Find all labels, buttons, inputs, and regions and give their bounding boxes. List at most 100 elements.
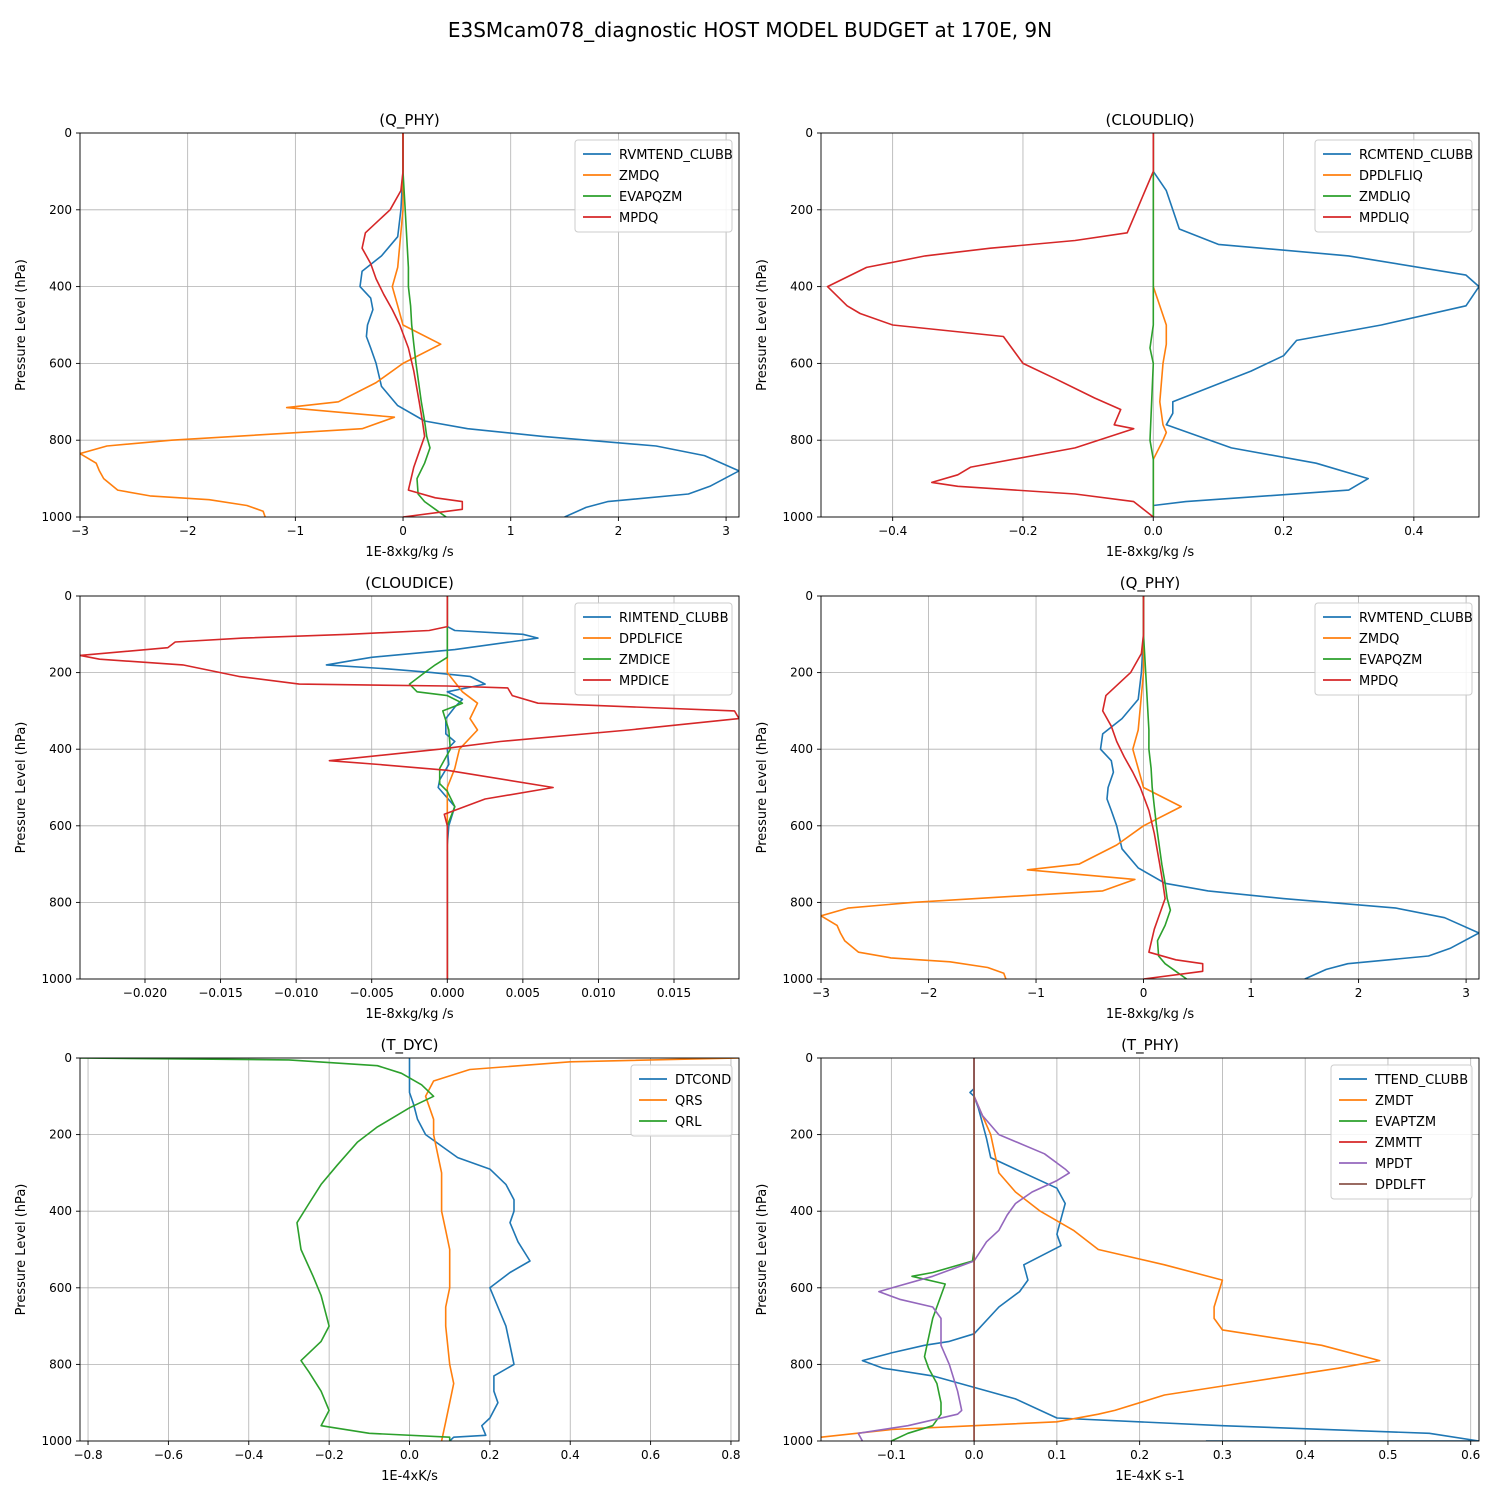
y-axis-label: Pressure Level (hPa) bbox=[755, 722, 770, 854]
legend: DTCOND QRS QRL bbox=[631, 1065, 732, 1136]
y-tick-label: 800 bbox=[49, 1357, 72, 1371]
y-tick-label: 400 bbox=[49, 742, 72, 756]
y-tick-label: 200 bbox=[790, 203, 813, 217]
legend-entry: QRL bbox=[675, 1115, 702, 1130]
y-tick-label: 800 bbox=[49, 895, 72, 909]
legend-entry: ZMMTT bbox=[1375, 1136, 1422, 1151]
x-tick-label: 0.4 bbox=[1404, 524, 1423, 538]
x-tick-label: 0.0 bbox=[1144, 524, 1163, 538]
y-tick-label: 0 bbox=[64, 126, 72, 140]
y-tick-label: 600 bbox=[790, 356, 813, 370]
y-tick-label: 600 bbox=[790, 1281, 813, 1295]
legend-entry: MPDQ bbox=[1359, 674, 1398, 689]
x-tick-label: 0.5 bbox=[1378, 1448, 1397, 1462]
y-tick-label: 600 bbox=[790, 819, 813, 833]
legend: TTEND_CLUBBZMDTEVAPTZMZMMTTMPDTDPDLFT bbox=[1331, 1065, 1472, 1199]
y-tick-label: 400 bbox=[790, 280, 813, 294]
x-tick-label: 1 bbox=[507, 524, 515, 538]
x-tick-label: 0.000 bbox=[430, 986, 464, 1000]
x-axis-label: 1E-4xK/s bbox=[381, 1469, 438, 1484]
y-tick-label: 1000 bbox=[41, 972, 72, 986]
x-tick-label: 0.4 bbox=[561, 1448, 580, 1462]
legend-entry: EVAPQZM bbox=[1359, 653, 1422, 668]
x-tick-label: −0.6 bbox=[154, 1448, 183, 1462]
x-tick-label: 0.6 bbox=[1461, 1448, 1480, 1462]
figure-title: E3SMcam078_diagnostic HOST MODEL BUDGET … bbox=[448, 18, 1052, 42]
y-tick-label: 600 bbox=[49, 819, 72, 833]
x-tick-label: −1 bbox=[1027, 986, 1045, 1000]
x-axis-label: 1E-8xkg/kg /s bbox=[365, 1007, 454, 1022]
figure-background bbox=[0, 0, 1500, 1500]
legend-entry: DTCOND bbox=[675, 1073, 731, 1088]
x-tick-label: −1 bbox=[287, 524, 305, 538]
y-tick-label: 1000 bbox=[782, 1434, 813, 1448]
y-tick-label: 800 bbox=[790, 1357, 813, 1371]
legend-entry: MPDLIQ bbox=[1359, 211, 1409, 226]
legend-entry: DPDLFT bbox=[1375, 1178, 1425, 1193]
x-tick-label: 0.4 bbox=[1296, 1448, 1315, 1462]
x-tick-label: 0.8 bbox=[721, 1448, 740, 1462]
y-axis-label: Pressure Level (hPa) bbox=[14, 1184, 29, 1316]
x-tick-label: −0.4 bbox=[234, 1448, 263, 1462]
x-tick-label: −0.8 bbox=[73, 1448, 102, 1462]
x-tick-label: −2 bbox=[179, 524, 197, 538]
x-tick-label: 2 bbox=[615, 524, 623, 538]
y-tick-label: 1000 bbox=[41, 510, 72, 524]
legend: RVMTEND_CLUBB ZMDQ EVAPQZM MPDQ bbox=[575, 140, 733, 232]
y-tick-label: 0 bbox=[805, 589, 813, 603]
x-tick-label: 0 bbox=[1140, 986, 1148, 1000]
legend-entry: ZMDQ bbox=[619, 169, 659, 184]
y-tick-label: 200 bbox=[790, 1128, 813, 1142]
y-tick-label: 800 bbox=[49, 433, 72, 447]
legend-entry: DPDLFICE bbox=[619, 632, 683, 647]
x-tick-label: −0.015 bbox=[198, 986, 242, 1000]
x-tick-label: 3 bbox=[722, 524, 730, 538]
x-tick-label: 0.0 bbox=[965, 1448, 984, 1462]
x-tick-label: −3 bbox=[812, 986, 830, 1000]
y-tick-label: 400 bbox=[49, 1204, 72, 1218]
x-tick-label: 0.1 bbox=[1047, 1448, 1066, 1462]
legend-entry: ZMDQ bbox=[1359, 632, 1399, 647]
panel-title: (T_PHY) bbox=[1121, 1036, 1179, 1055]
panel-title: (T_DYC) bbox=[381, 1036, 439, 1055]
legend-entry: QRS bbox=[675, 1094, 703, 1109]
legend-entry: RIMTEND_CLUBB bbox=[619, 611, 729, 626]
x-tick-label: −0.005 bbox=[350, 986, 394, 1000]
legend-entry: RCMTEND_CLUBB bbox=[1359, 148, 1473, 163]
figure-canvas: E3SMcam078_diagnostic HOST MODEL BUDGET … bbox=[0, 0, 1500, 1500]
legend-entry: RVMTEND_CLUBB bbox=[619, 148, 733, 163]
y-tick-label: 600 bbox=[49, 1281, 72, 1295]
x-tick-label: 2 bbox=[1355, 986, 1363, 1000]
x-tick-label: 0.2 bbox=[480, 1448, 499, 1462]
y-tick-label: 800 bbox=[790, 895, 813, 909]
x-tick-label: −2 bbox=[920, 986, 938, 1000]
x-tick-label: −0.010 bbox=[274, 986, 318, 1000]
y-axis-label: Pressure Level (hPa) bbox=[755, 259, 770, 391]
y-axis-label: Pressure Level (hPa) bbox=[14, 259, 29, 391]
y-axis-label: Pressure Level (hPa) bbox=[14, 722, 29, 854]
x-tick-label: 0.0 bbox=[400, 1448, 419, 1462]
x-tick-label: −0.2 bbox=[315, 1448, 344, 1462]
legend-entry: ZMDT bbox=[1375, 1094, 1413, 1109]
legend-entry: TTEND_CLUBB bbox=[1374, 1073, 1468, 1088]
legend-entry: ZMDLIQ bbox=[1359, 190, 1410, 205]
y-tick-label: 1000 bbox=[41, 1434, 72, 1448]
x-tick-label: 0.2 bbox=[1274, 524, 1293, 538]
x-axis-label: 1E-8xkg/kg /s bbox=[1106, 545, 1195, 560]
y-tick-label: 200 bbox=[49, 203, 72, 217]
panel-title: (CLOUDLIQ) bbox=[1106, 111, 1195, 129]
legend: RIMTEND_CLUBB DPDLFICE ZMDICE MPDICE bbox=[575, 603, 732, 695]
y-tick-label: 0 bbox=[805, 1051, 813, 1065]
y-tick-label: 600 bbox=[49, 356, 72, 370]
y-tick-label: 0 bbox=[64, 1051, 72, 1065]
legend-entry: MPDICE bbox=[619, 674, 669, 689]
x-tick-label: −0.020 bbox=[123, 986, 167, 1000]
legend-entry: MPDQ bbox=[619, 211, 658, 226]
y-tick-label: 400 bbox=[790, 742, 813, 756]
x-tick-label: −0.1 bbox=[877, 1448, 906, 1462]
x-tick-label: 0.6 bbox=[641, 1448, 660, 1462]
legend: RVMTEND_CLUBB ZMDQ EVAPQZM MPDQ bbox=[1315, 603, 1473, 695]
x-tick-label: −0.2 bbox=[1008, 524, 1037, 538]
x-tick-label: 0.015 bbox=[657, 986, 691, 1000]
x-tick-label: 0 bbox=[399, 524, 407, 538]
